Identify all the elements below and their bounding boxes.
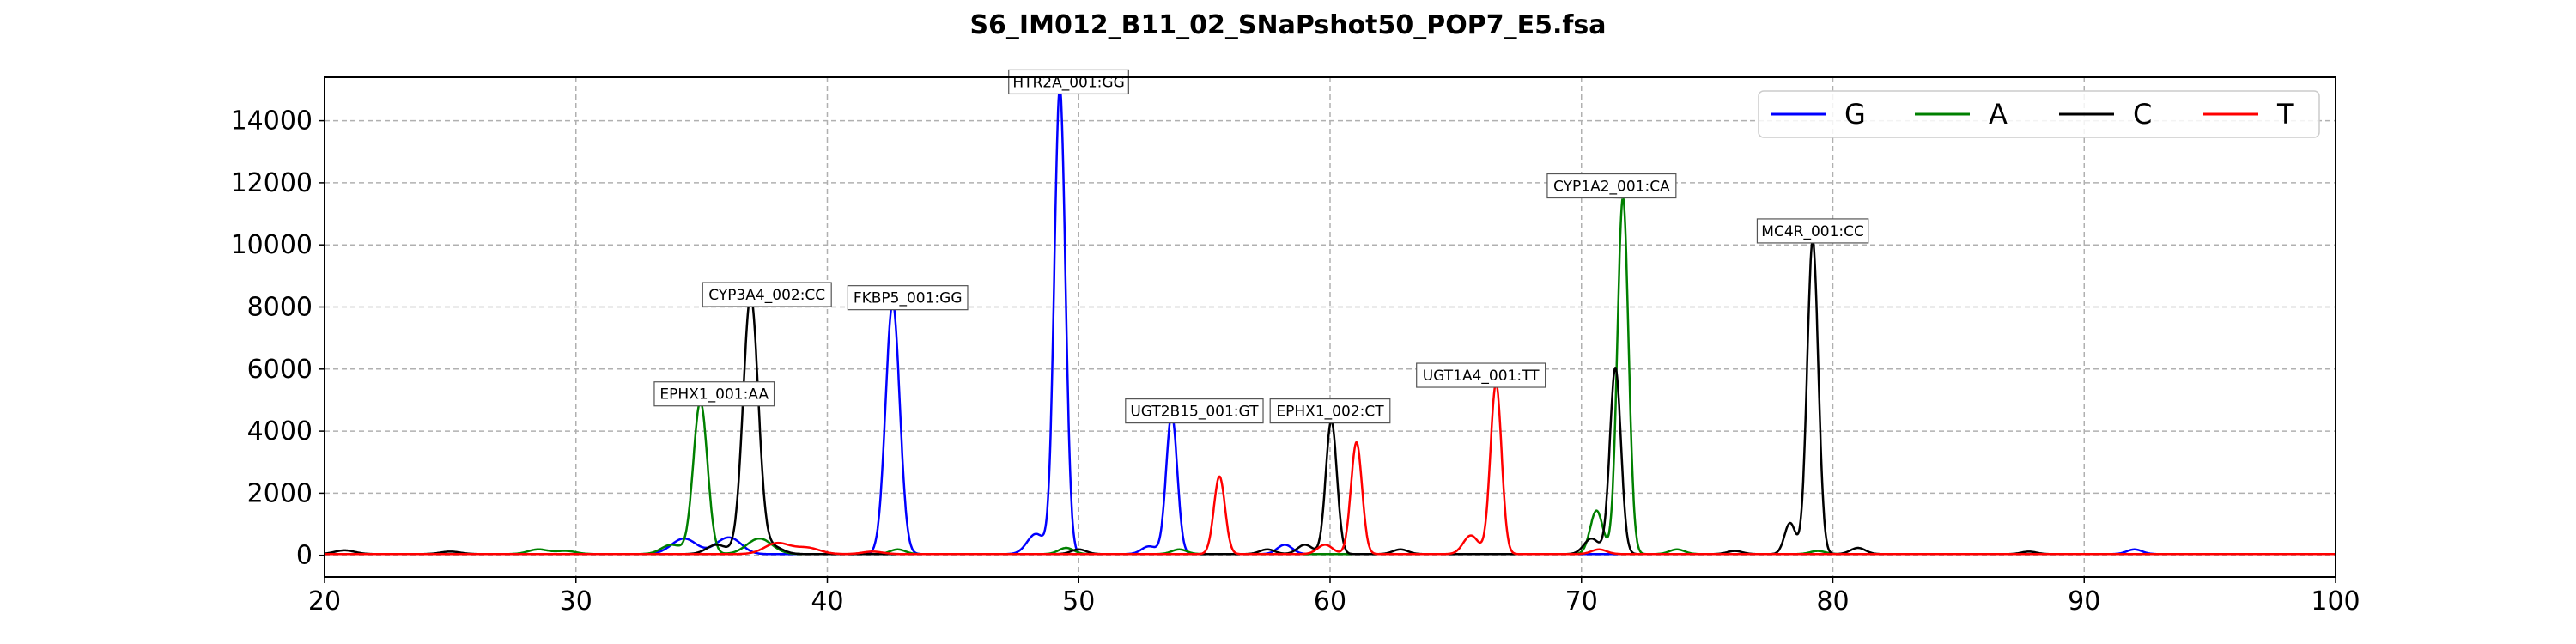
peak-annotation: FKBP5_001:GG: [847, 285, 969, 311]
peak-annotation: EPHX1_001:AA: [653, 381, 775, 407]
series-layer: [324, 87, 2336, 556]
peak-annotation: UGT2B15_001:GT: [1125, 398, 1264, 424]
x-tick-label: 20: [308, 586, 341, 617]
annotation-box: [1269, 398, 1391, 424]
peak-annotation: UGT1A4_001:TT: [1416, 362, 1546, 388]
annotation-box: [653, 381, 775, 407]
annotation-box: [847, 285, 969, 311]
annotation-box: [1546, 173, 1677, 199]
series-line-T: [324, 382, 2336, 556]
y-tick-label: 14000: [231, 106, 313, 137]
y-tick-label: 8000: [247, 293, 313, 323]
legend-label-A: A: [1989, 98, 2008, 131]
peak-annotation: CYP1A2_001:CA: [1546, 173, 1677, 199]
peak-annotation: HTR2A_001:GG: [1008, 69, 1129, 95]
chart-title: S6_IM012_B11_02_SNaPshot50_POP7_E5.fsa: [969, 10, 1607, 40]
annotation-layer: EPHX1_001:AA CYP3A4_002:CC FKBP5_001:GG HTR…: [653, 69, 1869, 424]
x-tick-label: 90: [2068, 586, 2100, 617]
annotation-box: [1756, 218, 1869, 244]
peak-annotation: EPHX1_002:CT: [1269, 398, 1391, 424]
peak-annotation: MC4R_001:CC: [1756, 218, 1869, 244]
x-tick-label: 80: [1816, 586, 1849, 617]
legend-label-C: C: [2133, 98, 2152, 131]
x-tick-label: 100: [2311, 586, 2360, 617]
annotation-label: HTR2A_001:GG: [1012, 74, 1124, 91]
y-tick-label: 4000: [247, 416, 313, 447]
annotation-label: CYP1A2_001:CA: [1553, 179, 1670, 196]
x-tick-label: 30: [560, 586, 592, 617]
grid-layer: [324, 77, 2336, 577]
annotation-box: [702, 282, 832, 307]
y-tick-label: 6000: [247, 355, 313, 385]
annotation-box: [1008, 69, 1129, 95]
annotation-box: [1125, 398, 1264, 424]
annotation-label: FKBP5_001:GG: [854, 290, 963, 307]
legend-box: [1758, 90, 2320, 138]
x-tick-label: 60: [1314, 586, 1346, 617]
y-tick-label: 0: [296, 541, 313, 571]
tick-layer: 20 30 40 50 60 70 80 90 100 0 2000 4000 6000 8000 1000…: [231, 106, 2360, 617]
y-tick-label: 12000: [231, 168, 313, 198]
legend-label-G: G: [1844, 98, 1866, 131]
annotation-label: UGT1A4_001:TT: [1423, 368, 1540, 385]
peak-annotation: CYP3A4_002:CC: [702, 282, 832, 307]
annotation-label: EPHX1_002:CT: [1276, 404, 1384, 421]
x-tick-label: 50: [1062, 586, 1095, 617]
annotation-label: EPHX1_001:AA: [659, 386, 769, 404]
y-tick-label: 10000: [231, 230, 313, 260]
y-tick-label: 2000: [247, 478, 313, 508]
x-tick-label: 70: [1565, 586, 1598, 617]
annotation-label: MC4R_001:CC: [1761, 223, 1864, 240]
annotation-box: [1416, 362, 1546, 388]
legend-label-T: T: [2276, 98, 2294, 131]
x-tick-label: 40: [811, 586, 843, 617]
annotation-label: UGT2B15_001:GT: [1130, 404, 1259, 421]
annotation-label: CYP3A4_002:CC: [708, 287, 825, 304]
